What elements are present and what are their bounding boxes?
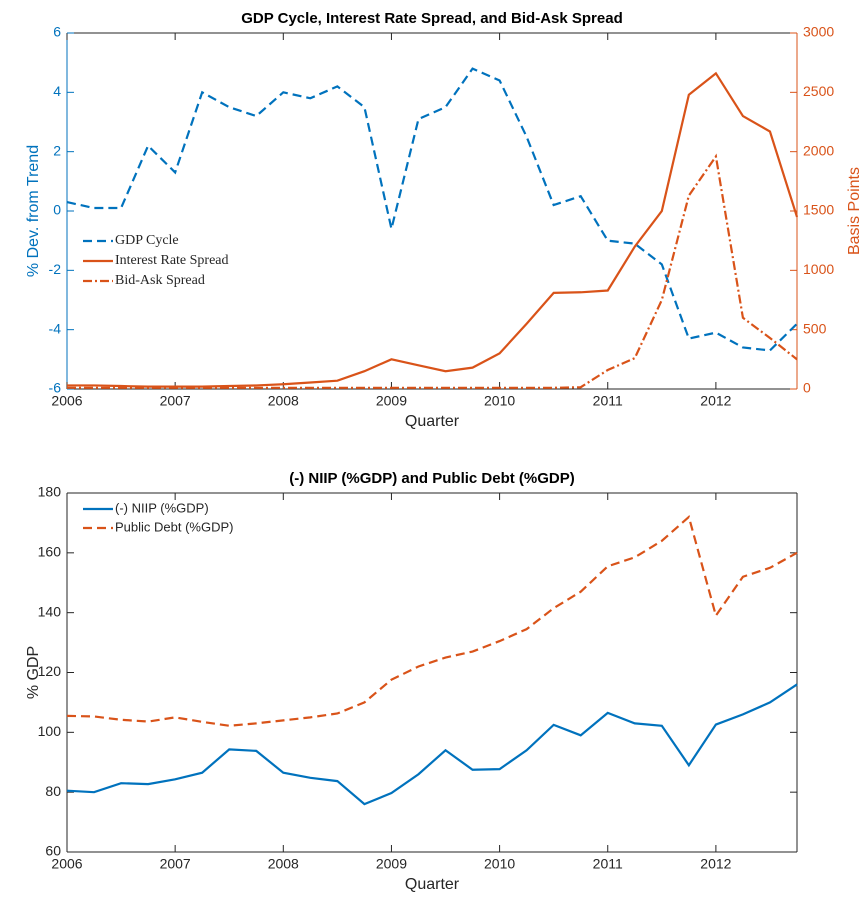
legend: (-) NIIP (%GDP) Public Debt (%GDP) (83, 500, 233, 534)
y2-tick-label: 2500 (803, 83, 834, 99)
data-line (66, 683, 798, 806)
x-tick-label: 2010 (484, 393, 515, 409)
y2-tick-label: 1500 (803, 202, 834, 218)
subplot: 2006 2007 2008 2009 2010 2011 2012 -6 -4 -2 0 2 4 6 0 5… (25, 10, 863, 430)
x-tick-label: 2007 (160, 393, 191, 409)
legend-label: GDP Cycle (115, 233, 179, 248)
y-tick-label: 2 (53, 142, 61, 158)
data-line (66, 67, 798, 352)
y-tick-label: -6 (49, 380, 62, 396)
y2-tick-label: 1000 (803, 261, 834, 277)
x-tick-label: 2007 (160, 856, 191, 872)
data-line (67, 153, 798, 389)
y-axis-label: % Dev. from Trend (25, 145, 42, 277)
x-tick-label: 2009 (376, 856, 407, 872)
x-tick-label: 2009 (376, 393, 407, 409)
y2-axis-label: Basis Points (846, 167, 863, 255)
y-tick-label: 0 (53, 202, 61, 218)
chart-title: (-) NIIP (%GDP) and Public Debt (%GDP) (289, 470, 575, 487)
legend-label: Interest Rate Spread (115, 253, 229, 268)
y2-tick-label: 500 (803, 320, 827, 336)
y-tick-label: 80 (45, 783, 61, 799)
y2-tick-label: 2000 (803, 142, 834, 158)
y-tick-label: 4 (53, 83, 61, 99)
y-tick-label: -4 (49, 320, 62, 336)
y-tick-label: 160 (38, 544, 62, 560)
legend-label: (-) NIIP (%GDP) (115, 500, 209, 515)
chart-title: GDP Cycle, Interest Rate Spread, and Bid… (241, 10, 623, 27)
legend-label: Public Debt (%GDP) (115, 519, 233, 534)
x-tick-label: 2011 (593, 393, 623, 409)
y2-tick-label: 0 (803, 380, 811, 396)
x-tick-label: 2008 (268, 856, 299, 872)
x-axis-label: Quarter (405, 876, 460, 893)
x-tick-label: 2010 (484, 856, 515, 872)
y-tick-label: 120 (38, 663, 62, 679)
data-line (67, 71, 799, 388)
x-tick-label: 2006 (51, 856, 82, 872)
y-tick-label: 60 (45, 843, 61, 859)
x-tick-label: 2012 (700, 856, 731, 872)
data-line (66, 514, 798, 727)
subplot: 2006 2007 2008 2009 2010 2011 2012 60 80 100 120 14… (25, 470, 798, 893)
y-tick-label: 140 (38, 603, 62, 619)
y-tick-label: 6 (53, 24, 61, 40)
y-tick-label: 180 (38, 484, 62, 500)
plot-area (67, 33, 797, 389)
x-tick-label: 2011 (593, 856, 623, 872)
x-tick-label: 2008 (268, 393, 299, 409)
y-axis-label: % GDP (25, 646, 42, 699)
y2-tick-label: 3000 (803, 24, 834, 40)
legend: GDP Cycle Interest Rate Spread Bid-Ask Spr… (83, 233, 229, 288)
legend-label: Bid-Ask Spread (115, 273, 205, 288)
x-tick-label: 2006 (51, 393, 82, 409)
y-tick-label: 100 (38, 723, 62, 739)
plot-area (67, 493, 797, 852)
y-tick-label: -2 (49, 261, 62, 277)
x-axis-label: Quarter (405, 413, 460, 430)
x-tick-label: 2012 (700, 393, 731, 409)
